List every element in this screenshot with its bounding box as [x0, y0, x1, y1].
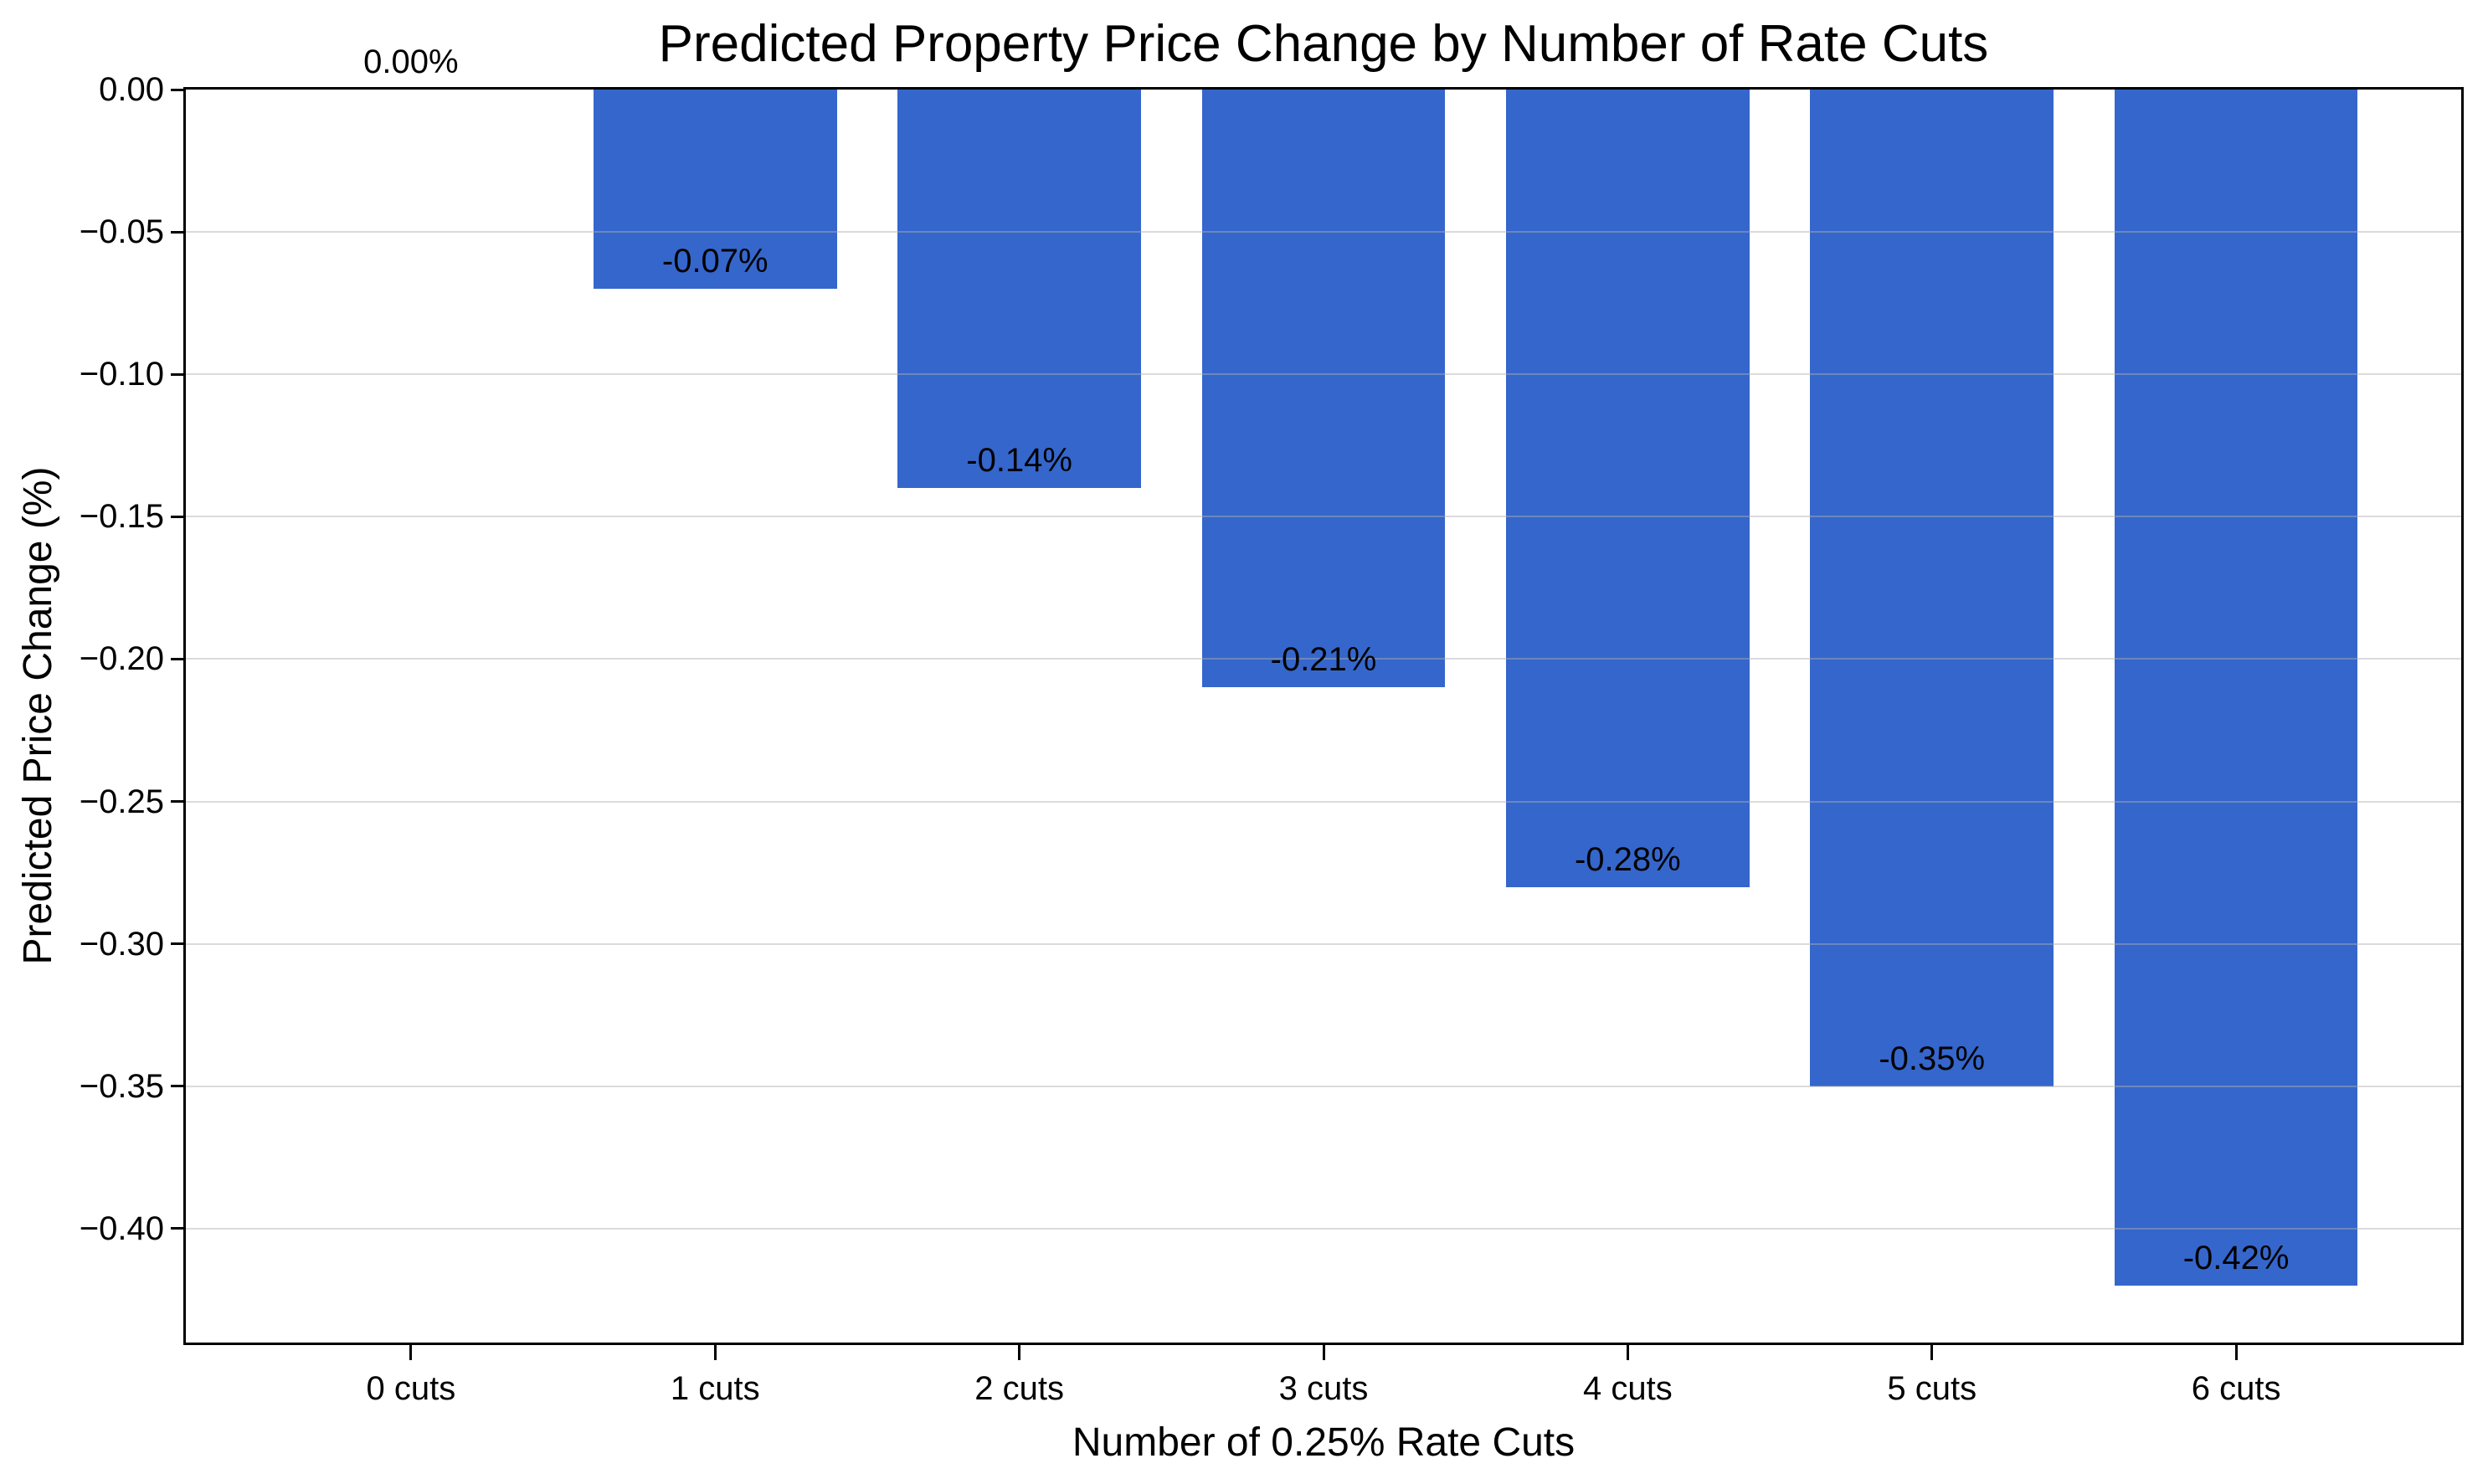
x-tick-mark — [2234, 1345, 2238, 1360]
y-tick-label: −0.25 — [79, 783, 164, 820]
x-tick-label: 1 cuts — [670, 1370, 760, 1407]
x-tick-mark — [1930, 1345, 1934, 1360]
bar-value-label: -0.07% — [661, 243, 769, 280]
y-tick-mark — [171, 515, 186, 518]
y-axis-label: Predicted Price Change (%) — [16, 466, 60, 965]
y-tick-label: −0.20 — [79, 640, 164, 678]
gridline — [186, 516, 2461, 518]
y-tick-mark — [171, 1227, 186, 1230]
y-tick-label: −0.35 — [79, 1067, 164, 1105]
gridline — [186, 1085, 2461, 1087]
y-tick-label: −0.30 — [79, 925, 164, 963]
plot-area — [186, 90, 2461, 1343]
bar-6-cuts — [2114, 90, 2358, 1286]
x-tick-label: 5 cuts — [1887, 1370, 1977, 1407]
bar-1-cuts — [593, 90, 837, 290]
gridline — [186, 658, 2461, 660]
x-tick-mark — [713, 1345, 717, 1360]
y-tick-mark — [171, 657, 186, 660]
x-tick-label: 4 cuts — [1583, 1370, 1673, 1407]
y-tick-mark — [171, 942, 186, 946]
x-tick-mark — [1626, 1345, 1629, 1360]
chart-title: Predicted Property Price Change by Numbe… — [658, 15, 1989, 73]
bar-4-cuts — [1506, 90, 1750, 887]
y-tick-mark — [171, 230, 186, 234]
x-tick-label: 3 cuts — [1278, 1370, 1369, 1407]
bar-3-cuts — [1201, 90, 1446, 688]
y-tick-label: −0.05 — [79, 213, 164, 251]
gridline — [186, 373, 2461, 376]
gridline — [186, 800, 2461, 803]
gridline — [186, 1227, 2461, 1230]
x-tick-label: 2 cuts — [974, 1370, 1064, 1407]
x-tick-mark — [1322, 1345, 1325, 1360]
bar-5-cuts — [1810, 90, 2054, 1086]
y-tick-label: 0.00 — [99, 71, 164, 108]
bar-2-cuts — [897, 90, 1141, 489]
bar-value-label: -0.42% — [2182, 1239, 2290, 1276]
y-tick-label: −0.40 — [79, 1209, 164, 1247]
bar-value-label: -0.21% — [1270, 641, 1377, 679]
bar-value-label: 0.00% — [363, 44, 459, 80]
x-tick-mark — [409, 1345, 413, 1360]
bar-value-label: -0.14% — [966, 442, 1072, 480]
y-tick-mark — [171, 1085, 186, 1088]
y-tick-label: −0.15 — [79, 498, 164, 536]
bar-value-label: -0.28% — [1574, 840, 1681, 878]
x-axis-label: Number of 0.25% Rate Cuts — [1072, 1420, 1576, 1465]
gridline — [186, 942, 2461, 945]
x-tick-label: 0 cuts — [366, 1370, 456, 1407]
x-tick-mark — [1018, 1345, 1021, 1360]
x-tick-label: 6 cuts — [2191, 1370, 2281, 1407]
y-tick-mark — [171, 372, 186, 376]
bar-value-label: -0.35% — [1879, 1040, 1986, 1077]
y-tick-label: −0.10 — [79, 356, 164, 393]
y-tick-mark — [171, 88, 186, 91]
y-tick-mark — [171, 800, 186, 804]
gridline — [186, 231, 2461, 234]
